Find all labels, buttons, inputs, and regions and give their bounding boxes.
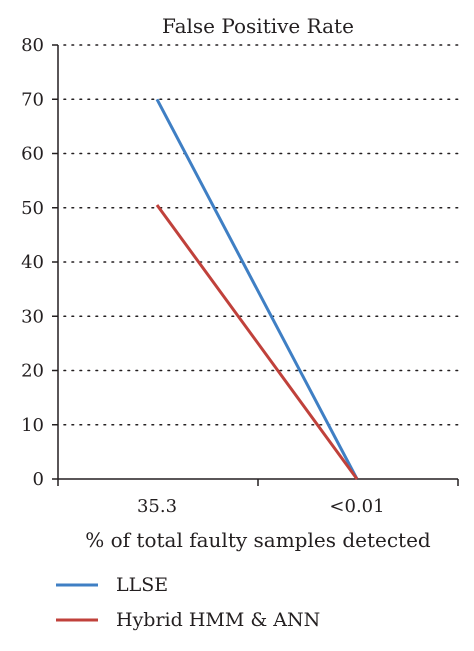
legend-label: Hybrid HMM & ANN [116, 609, 320, 631]
x-tick-label: 35.3 [137, 496, 177, 517]
x-axis-label: % of total faulty samples detected [85, 528, 431, 552]
y-tick-label: 80 [21, 35, 44, 56]
series-line-1 [155, 98, 359, 480]
legend-label: LLSE [116, 574, 168, 596]
chart-title: False Positive Rate [162, 14, 354, 38]
legend: LLSE Hybrid HMM & ANN [56, 574, 320, 631]
series-line-2 [155, 204, 359, 480]
y-tick-label: 20 [21, 361, 44, 382]
y-tick-label: 40 [21, 252, 44, 273]
y-tick-label: 70 [21, 89, 44, 110]
x-tick-label: <0.01 [329, 496, 384, 517]
y-tick-label: 50 [21, 198, 44, 219]
gridlines [63, 44, 459, 426]
series-lines [155, 98, 359, 480]
y-tick-label: 60 [21, 144, 44, 165]
axes: 0 10 20 30 40 50 60 70 80 35.3 <0.01 [21, 35, 459, 517]
y-tick-label: 30 [21, 306, 44, 327]
y-tick-label: 0 [33, 469, 44, 490]
y-tick-label: 10 [21, 415, 44, 436]
